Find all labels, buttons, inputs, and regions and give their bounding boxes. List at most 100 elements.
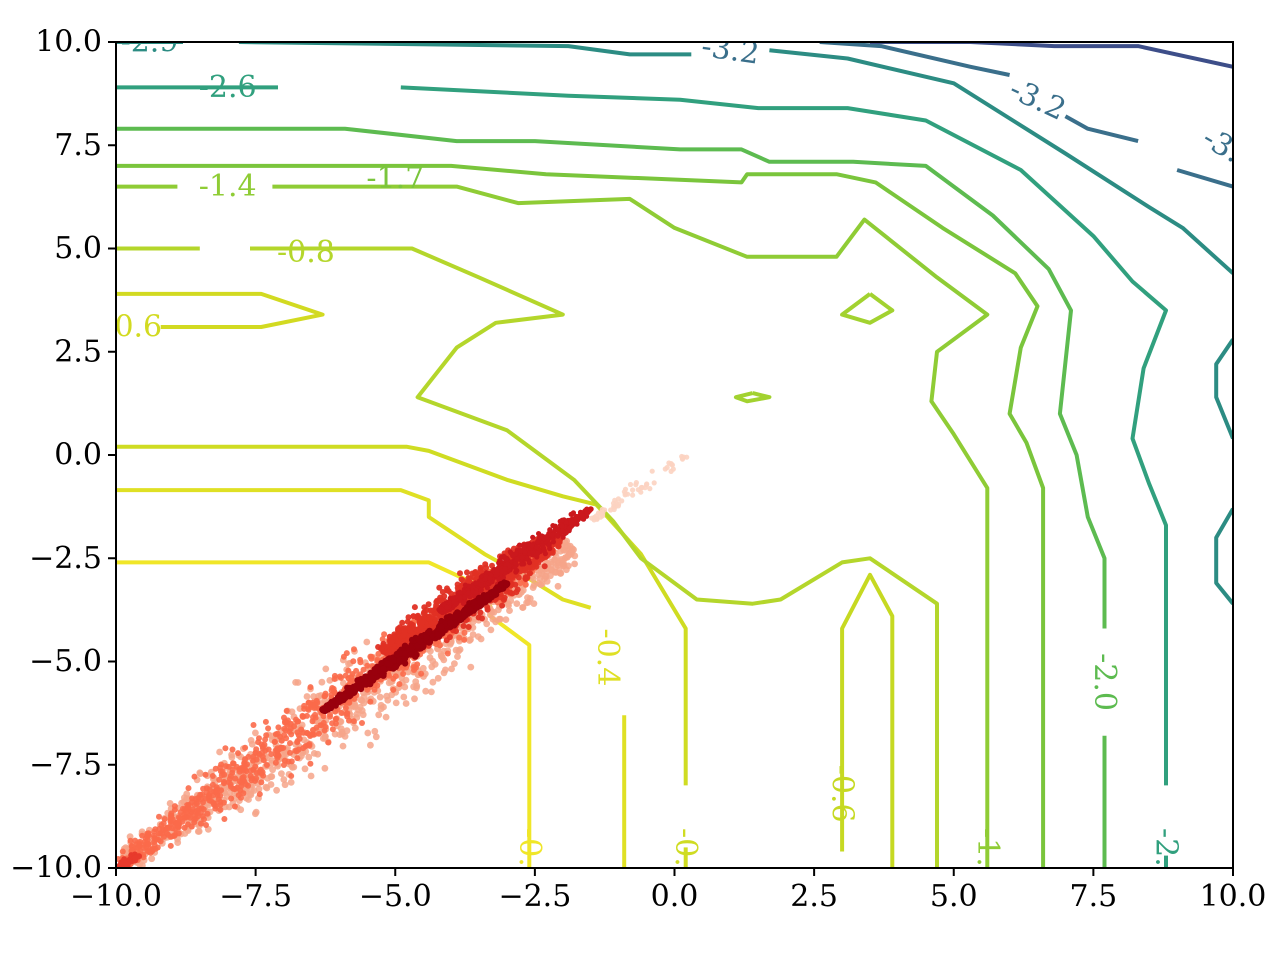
scatter-point bbox=[217, 801, 224, 808]
scatter-point bbox=[303, 693, 311, 700]
scatter-point bbox=[301, 765, 309, 773]
scatter-point bbox=[191, 773, 198, 780]
scatter-point bbox=[668, 468, 674, 474]
scatter-point bbox=[664, 464, 670, 471]
scatter-point bbox=[474, 604, 481, 611]
scatter-point bbox=[231, 803, 238, 810]
scatter-point bbox=[218, 761, 225, 768]
contour-label-9: -0.4 bbox=[590, 628, 625, 686]
scatter-point bbox=[410, 613, 417, 620]
scatter-point bbox=[217, 806, 224, 813]
scatter-point bbox=[638, 489, 644, 495]
scatter-point bbox=[235, 750, 241, 757]
scatter-point bbox=[155, 836, 162, 843]
contour-label-1: -2.6 bbox=[199, 70, 257, 105]
scatter-point bbox=[385, 649, 392, 655]
scatter-point bbox=[340, 679, 347, 687]
scatter-point bbox=[422, 687, 430, 695]
scatter-point bbox=[438, 623, 445, 630]
scatter-point bbox=[473, 580, 479, 586]
scatter-point bbox=[507, 597, 515, 605]
scatter-point bbox=[436, 642, 443, 649]
scatter-point bbox=[247, 737, 255, 744]
scatter-point bbox=[169, 825, 176, 832]
scatter-point bbox=[392, 673, 399, 680]
scatter-point bbox=[196, 769, 204, 777]
scatter-point bbox=[275, 724, 282, 731]
scatter-point bbox=[307, 772, 315, 780]
scatter-point bbox=[206, 792, 213, 799]
scatter-point bbox=[534, 544, 540, 550]
scatter-point bbox=[171, 803, 178, 810]
contour-line-27 bbox=[870, 42, 1233, 69]
scatter-point bbox=[458, 576, 465, 583]
scatter-point bbox=[566, 542, 574, 550]
scatter-point bbox=[139, 832, 146, 839]
scatter-point bbox=[329, 720, 336, 727]
scatter-point bbox=[390, 686, 397, 693]
scatter-point bbox=[479, 615, 485, 622]
x-tick-label: 2.5 bbox=[790, 879, 838, 914]
scatter-point bbox=[435, 631, 442, 638]
scatter-point bbox=[245, 753, 252, 760]
scatter-point bbox=[198, 805, 205, 812]
scatter-point bbox=[495, 615, 503, 623]
scatter-point bbox=[320, 719, 327, 726]
scatter-point bbox=[477, 598, 484, 605]
y-tick-label: −2.5 bbox=[29, 541, 102, 576]
scatter-point bbox=[256, 791, 263, 798]
scatter-point bbox=[388, 638, 395, 645]
scatter-point bbox=[172, 831, 178, 838]
scatter-point bbox=[499, 602, 506, 609]
scatter-point bbox=[371, 669, 378, 676]
scatter-point bbox=[555, 526, 561, 533]
scatter-point bbox=[568, 518, 575, 525]
scatter-point bbox=[384, 660, 391, 667]
scatter-point bbox=[222, 763, 229, 770]
scatter-point bbox=[401, 628, 408, 635]
scatter-point bbox=[160, 833, 167, 840]
scatter-point bbox=[222, 745, 229, 752]
scatter-point bbox=[281, 757, 288, 764]
x-tick-label: 5.0 bbox=[930, 879, 978, 914]
scatter-point bbox=[326, 677, 334, 684]
scatter-point bbox=[510, 553, 516, 559]
scatter-point bbox=[423, 634, 430, 641]
scatter-point bbox=[304, 712, 310, 719]
scatter-point bbox=[147, 845, 154, 852]
scatter-point bbox=[517, 547, 524, 554]
scatter-point bbox=[571, 560, 578, 568]
scatter-point bbox=[407, 627, 414, 634]
scatter-point bbox=[240, 773, 247, 780]
scatter-point bbox=[405, 614, 412, 621]
scatter-point bbox=[588, 506, 594, 512]
scatter-point bbox=[274, 730, 281, 737]
scatter-point bbox=[644, 481, 650, 487]
scatter-point bbox=[152, 826, 159, 833]
contour-line-14 bbox=[116, 126, 1107, 629]
scatter-point bbox=[375, 650, 382, 657]
scatter-point bbox=[367, 741, 374, 749]
scatter-point bbox=[237, 806, 245, 814]
scatter-point bbox=[408, 621, 415, 627]
scatter-point bbox=[483, 593, 490, 600]
scatter-point bbox=[647, 486, 653, 492]
scatter-point bbox=[347, 678, 354, 685]
scatter-point bbox=[465, 590, 472, 596]
scatter-point bbox=[305, 753, 313, 761]
y-tick-label: −10.0 bbox=[10, 851, 102, 886]
scatter-point bbox=[455, 647, 463, 655]
scatter-point bbox=[281, 714, 287, 721]
contour-label-5: -1.4 bbox=[199, 169, 257, 204]
scatter-point bbox=[377, 705, 385, 713]
scatter-point bbox=[331, 676, 338, 682]
scatter-point bbox=[292, 679, 299, 686]
scatter-point bbox=[477, 564, 484, 571]
scatter-point bbox=[288, 773, 295, 779]
scatter-point bbox=[259, 753, 266, 760]
scatter-point bbox=[526, 560, 533, 566]
scatter-point bbox=[452, 613, 459, 620]
scatter-point bbox=[135, 845, 142, 851]
scatter-point bbox=[253, 756, 260, 763]
scatter-point bbox=[242, 781, 249, 788]
